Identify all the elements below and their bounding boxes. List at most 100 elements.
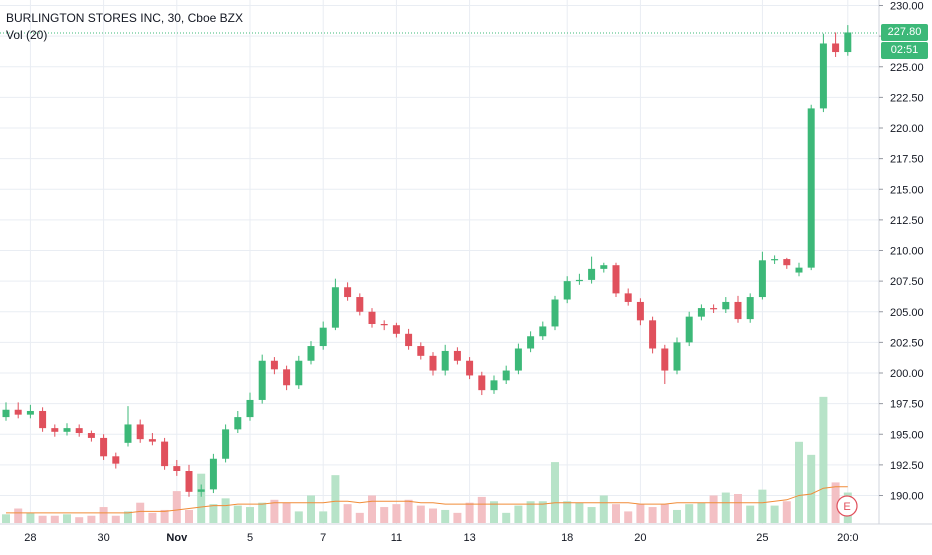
candle[interactable] (746, 293, 754, 323)
volume-bar (795, 441, 803, 523)
candle[interactable] (588, 256, 596, 284)
candle[interactable] (380, 320, 388, 331)
candle[interactable] (368, 308, 376, 328)
candle[interactable] (295, 355, 303, 389)
candle[interactable] (758, 251, 766, 300)
candle[interactable] (453, 347, 461, 365)
candle[interactable] (63, 423, 71, 436)
candle[interactable] (685, 311, 693, 347)
candle[interactable] (331, 278, 339, 331)
candle[interactable] (392, 322, 400, 338)
candle[interactable] (270, 357, 278, 375)
earnings-marker[interactable]: E (836, 495, 858, 517)
candle[interactable] (636, 298, 644, 326)
time-axis-tick: 13 (463, 532, 475, 544)
candle[interactable] (783, 257, 791, 269)
candle[interactable] (258, 354, 266, 404)
grid-lines (0, 0, 879, 524)
symbol-legend[interactable]: BURLINGTON STORES INC, 30, Cboe BZX (6, 11, 243, 25)
candle[interactable] (319, 321, 327, 350)
candle[interactable] (612, 262, 620, 298)
candle[interactable] (307, 341, 315, 365)
candle-body (527, 336, 535, 349)
candle[interactable] (26, 404, 34, 419)
earnings-marker-label: E (843, 501, 850, 513)
price-axis-tick: 202.50 (890, 337, 924, 349)
candle[interactable] (344, 282, 352, 301)
candle[interactable] (2, 402, 10, 421)
candle[interactable] (661, 344, 669, 385)
volume-bar (282, 502, 291, 523)
candle[interactable] (136, 419, 144, 443)
candle[interactable] (283, 365, 291, 391)
candle[interactable] (575, 273, 583, 285)
price-axis-tick: 210.00 (890, 246, 924, 258)
candle[interactable] (649, 316, 657, 354)
volume-bar (441, 509, 450, 523)
volume-bar (246, 507, 254, 523)
candle[interactable] (490, 375, 498, 394)
candle[interactable] (209, 453, 217, 494)
candle[interactable] (502, 365, 510, 385)
candle-body (734, 301, 742, 320)
volume-bar (380, 507, 389, 523)
candle[interactable] (185, 464, 193, 497)
candle[interactable] (527, 331, 535, 353)
candle[interactable] (246, 392, 254, 421)
candle[interactable] (148, 433, 156, 446)
volume-bar (172, 491, 181, 523)
candle[interactable] (234, 410, 242, 434)
candle[interactable] (51, 424, 59, 437)
price-axis-tick: 212.50 (890, 215, 924, 227)
candle[interactable] (539, 321, 547, 340)
candle[interactable] (819, 33, 827, 113)
candle[interactable] (173, 459, 181, 476)
candle[interactable] (222, 424, 230, 463)
candle[interactable] (417, 342, 425, 360)
candle[interactable] (795, 262, 803, 277)
candle[interactable] (734, 295, 742, 323)
candle[interactable] (124, 406, 132, 447)
candle[interactable] (710, 304, 718, 313)
candle[interactable] (405, 328, 413, 350)
candle[interactable] (39, 407, 47, 432)
candle[interactable] (87, 430, 95, 442)
candle[interactable] (844, 25, 852, 56)
candle[interactable] (466, 357, 474, 380)
candle[interactable] (197, 484, 205, 497)
price-axis-tick: 222.50 (890, 92, 924, 104)
candles[interactable] (2, 25, 852, 497)
candle[interactable] (551, 295, 559, 331)
candle[interactable] (722, 297, 730, 313)
candle[interactable] (771, 255, 779, 264)
candle-body (832, 43, 840, 53)
candle[interactable] (356, 293, 364, 316)
candle[interactable] (75, 424, 83, 437)
candle[interactable] (514, 343, 522, 375)
volume-bar (721, 492, 730, 523)
candle[interactable] (563, 276, 571, 304)
time-axis[interactable]: 28 30 Nov 5 7 11 13 18 20 25 20:0 (24, 532, 858, 544)
candle[interactable] (832, 32, 840, 57)
volume-legend[interactable]: Vol (20) (6, 28, 48, 42)
candle[interactable] (624, 288, 632, 306)
candle[interactable] (673, 337, 681, 375)
candle-body (87, 433, 95, 438)
candle[interactable] (14, 402, 22, 419)
volume-bar (368, 495, 376, 523)
price-axis[interactable]: 230.00227.50225.00222.50220.00217.50215.… (879, 1, 924, 503)
candle-body (307, 346, 315, 361)
candle[interactable] (100, 434, 108, 460)
candle[interactable] (441, 344, 449, 376)
candle[interactable] (161, 437, 169, 470)
candle[interactable] (697, 304, 705, 321)
candle[interactable] (807, 104, 815, 271)
candle[interactable] (478, 371, 486, 396)
candle[interactable] (429, 352, 437, 376)
volume-bar (819, 396, 828, 523)
earnings-marker-circle[interactable] (836, 495, 858, 517)
candle[interactable] (600, 262, 608, 273)
candle[interactable] (112, 452, 120, 469)
